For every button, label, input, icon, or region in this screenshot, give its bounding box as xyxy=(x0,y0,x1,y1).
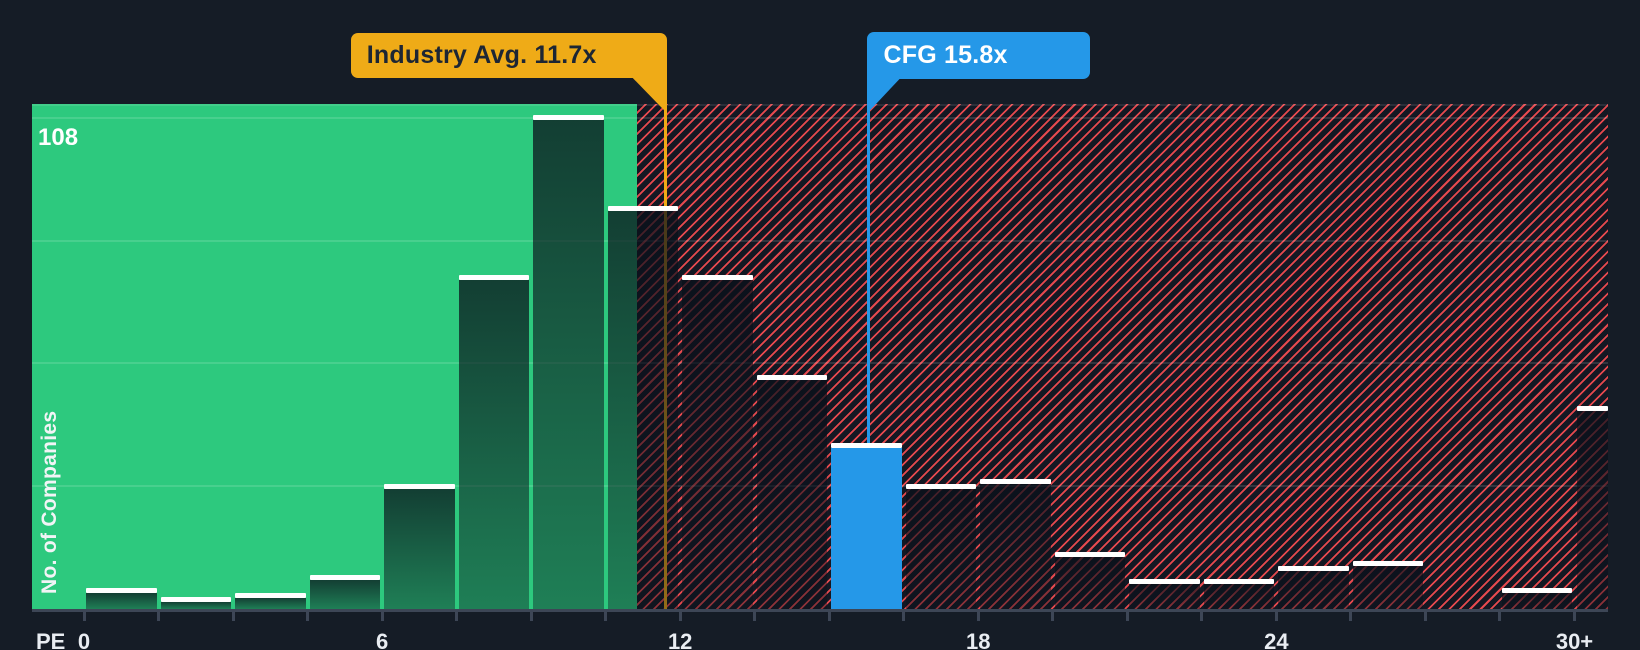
x-tick xyxy=(827,612,831,621)
bar-top-stroke-pe-15-16.5 xyxy=(831,442,902,448)
x-tick xyxy=(306,612,310,621)
cfg-callout: CFG 15.8x xyxy=(867,32,1091,79)
cfg-marker-line xyxy=(867,79,871,443)
x-axis-line xyxy=(32,609,1608,612)
y-axis-title: No. of Companies xyxy=(38,410,61,594)
bar-pe-10.5-12[interactable] xyxy=(607,211,679,609)
bar-pe-28.5-30[interactable] xyxy=(1501,593,1573,609)
bar-pe-24-25.5[interactable] xyxy=(1278,570,1349,609)
x-tick xyxy=(753,612,757,621)
bar-pe-6-7.5[interactable] xyxy=(384,488,455,609)
x-tick xyxy=(678,612,682,621)
bar-top-stroke-pe-7.5-9 xyxy=(458,274,530,280)
x-tick xyxy=(1274,612,1278,621)
x-tick xyxy=(455,612,459,621)
bar-top-stroke-pe-22.5-24 xyxy=(1203,579,1275,585)
x-tick xyxy=(1573,612,1576,621)
bar-top-stroke-pe-0-1.5 xyxy=(86,588,157,594)
bar-top-stroke-pe-10.5-12 xyxy=(607,206,679,212)
bar-pe-1.5-3[interactable] xyxy=(160,602,232,609)
bar-top-stroke-pe-21-22.5 xyxy=(1129,579,1200,585)
plot-top-edge xyxy=(32,104,1608,106)
bar-pe-25.5-27[interactable] xyxy=(1352,566,1424,609)
bar-top-stroke-pe-18-19.5 xyxy=(980,479,1051,485)
x-tick xyxy=(902,612,906,621)
x-tick xyxy=(231,612,235,621)
x-tick-label-24: 24 xyxy=(1264,629,1289,650)
highlight-bar-pe-15-16.5[interactable] xyxy=(831,447,902,609)
industry-avg-callout-label: Industry Avg. 11.7x xyxy=(366,41,597,69)
bar-top-stroke-pe-6-7.5 xyxy=(384,483,455,489)
x-tick-label-6: 6 xyxy=(375,629,389,650)
bar-top-stroke-pe-4.5-6 xyxy=(309,574,381,580)
cfg-callout-label: CFG 15.8x xyxy=(883,41,1008,69)
bar-top-stroke-pe-30+ xyxy=(1576,406,1608,412)
x-tick xyxy=(529,612,533,621)
bar-pe-21-22.5[interactable] xyxy=(1129,584,1200,609)
x-tick-label-0: 0 xyxy=(77,629,91,650)
x-tick xyxy=(1125,612,1129,621)
bar-top-stroke-pe-13.5-15 xyxy=(756,374,828,380)
bar-top-stroke-pe-12-13.5 xyxy=(682,274,753,280)
x-tick xyxy=(1051,612,1055,621)
gridline-81 xyxy=(32,239,1608,242)
bar-pe-4.5-6[interactable] xyxy=(309,579,381,609)
bar-top-stroke-pe-16.5-18 xyxy=(905,483,977,489)
bar-pe-30+[interactable] xyxy=(1576,411,1608,609)
x-tick xyxy=(604,612,608,621)
bar-pe-12-13.5[interactable] xyxy=(682,279,753,609)
bar-pe-18-19.5[interactable] xyxy=(980,484,1051,609)
bar-top-stroke-pe-28.5-30 xyxy=(1501,588,1573,594)
overvalued-hatched-region xyxy=(636,104,1608,609)
x-tick xyxy=(380,612,384,621)
x-tick-label-30+: 30+ xyxy=(1555,629,1594,650)
bar-pe-9-10.5[interactable] xyxy=(533,120,604,609)
bar-pe-7.5-9[interactable] xyxy=(458,279,530,609)
gridline-54 xyxy=(32,362,1608,365)
x-tick xyxy=(1423,612,1427,621)
bar-top-stroke-pe-25.5-27 xyxy=(1352,561,1424,567)
bar-pe-3-4.5[interactable] xyxy=(235,597,306,609)
bar-top-stroke-pe-3-4.5 xyxy=(235,592,306,598)
bar-top-stroke-pe-19.5-21 xyxy=(1054,551,1126,557)
bar-pe-19.5-21[interactable] xyxy=(1054,556,1126,609)
bar-pe-13.5-15[interactable] xyxy=(756,379,828,609)
x-tick xyxy=(82,612,86,621)
bar-pe-16.5-18[interactable] xyxy=(905,488,977,609)
x-tick-label-12: 12 xyxy=(667,629,693,650)
x-axis-title: PE xyxy=(36,629,66,650)
bar-top-stroke-pe-24-25.5 xyxy=(1278,565,1349,571)
y-axis-max-value-label: 108 xyxy=(38,124,79,151)
bar-top-stroke-pe-1.5-3 xyxy=(160,597,232,603)
x-tick xyxy=(1498,612,1502,621)
industry-avg-callout: Industry Avg. 11.7x xyxy=(350,33,667,78)
gridline-108 xyxy=(32,116,1608,119)
x-tick-label-18: 18 xyxy=(966,629,991,650)
bar-pe-22.5-24[interactable] xyxy=(1203,584,1275,609)
x-tick xyxy=(976,612,980,621)
bar-top-stroke-pe-9-10.5 xyxy=(533,115,604,121)
x-tick xyxy=(1200,612,1204,621)
x-tick xyxy=(1349,612,1353,621)
x-tick xyxy=(157,612,161,621)
bar-pe-0-1.5[interactable] xyxy=(86,593,157,609)
